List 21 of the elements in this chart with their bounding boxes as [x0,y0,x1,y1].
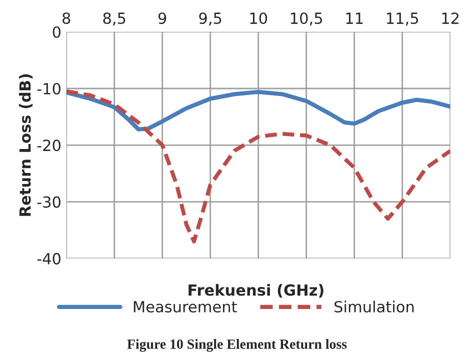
y-tick-label: -40 [37,252,60,264]
y-tick-label: 0 [52,26,60,38]
x-tick-label: 11,5 [386,12,418,26]
legend-label: Measurement [134,301,237,313]
x-tick-label: 9,5 [199,12,222,26]
y-tick-label: -30 [37,196,60,208]
y-tick-label: -10 [37,82,60,95]
x-axis-title: Frekuensi (GHz) [188,284,324,298]
x-tick-label: 10,5 [290,12,322,26]
x-tick-label: 8,5 [103,12,126,26]
x-tick-label: 12 [442,12,458,24]
y-tick-label: -20 [37,140,60,152]
x-tick-label: 8 [62,12,70,24]
legend-label: Simulation [334,300,414,313]
x-tick-label: 11 [346,12,363,24]
y-axis-title: Return Loss (dB) [18,74,33,216]
line-series [66,90,450,132]
x-tick-label: 9 [158,12,166,24]
x-tick-label: 10 [250,12,268,24]
caption: Figure 10 Single Element Return loss [127,339,347,352]
line-series [66,89,450,244]
